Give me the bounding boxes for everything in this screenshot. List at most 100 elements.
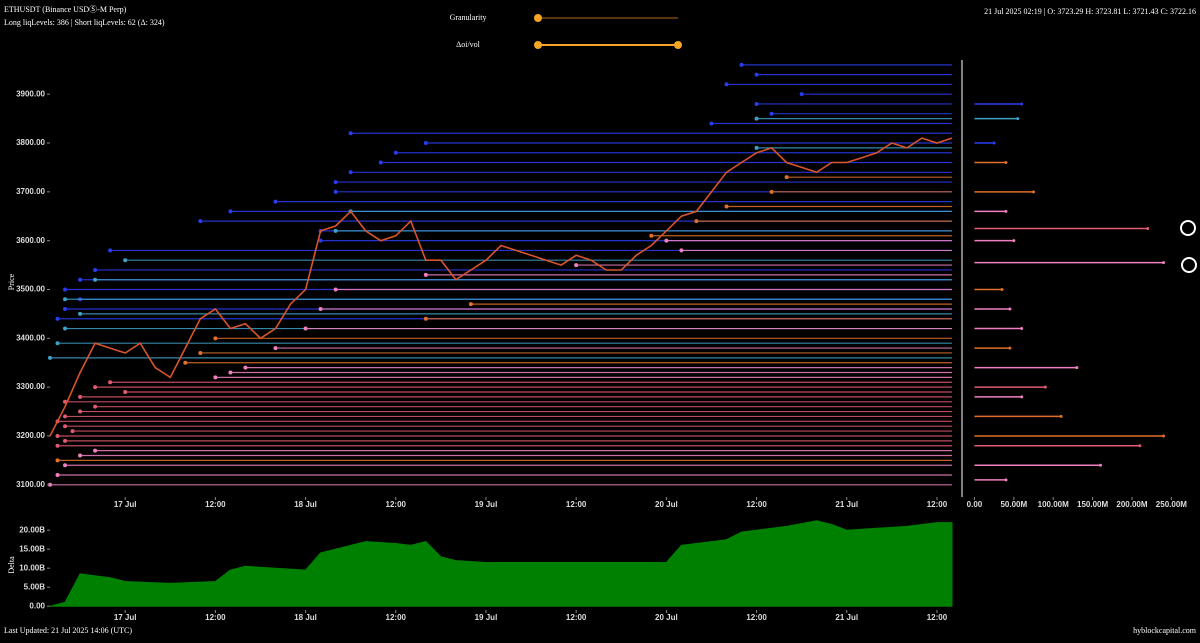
y-tick-label: 0.00: [29, 601, 45, 610]
liq-level-dot: [574, 263, 579, 268]
liq-level-dot: [724, 204, 729, 209]
level-counts: Long liqLevels: 386 | Short liqLevels: 6…: [4, 18, 165, 27]
x-tick-label: 12:00: [566, 613, 587, 622]
liq-level-dot: [333, 180, 338, 185]
price-line: [49, 137, 953, 437]
liq-level-dot: [378, 160, 383, 165]
y-axis-title: Delta: [7, 556, 16, 574]
x-tick-label: 20 Jul: [655, 500, 678, 509]
liq-bar-end: [1098, 463, 1102, 467]
liq-level-dot: [93, 404, 98, 409]
x-tick-label: 12:00: [386, 613, 407, 622]
x-tick-label: 18 Jul: [294, 500, 317, 509]
liq-bar-end: [1012, 239, 1016, 243]
y-tick-label: 3600.00: [16, 236, 45, 245]
liq-level-dot: [55, 316, 60, 321]
oi-vol-handle-low[interactable]: [534, 41, 542, 49]
liq-bar-end: [1161, 261, 1165, 265]
liq-level-dot: [93, 267, 98, 272]
liq-level-dot: [55, 458, 60, 463]
liq-bar-end: [1016, 117, 1020, 121]
liq-level-dot: [123, 258, 128, 263]
highlight-ring[interactable]: [1181, 257, 1197, 273]
source: hyblockcapital.com: [1133, 626, 1197, 635]
liq-bar-end: [1075, 366, 1079, 370]
liq-bar-end: [992, 141, 996, 145]
x-tick-label: 17 Jul: [114, 500, 137, 509]
highlight-ring[interactable]: [1180, 220, 1196, 236]
liq-level-dot: [754, 72, 759, 77]
liq-level-dot: [348, 170, 353, 175]
liq-level-dot: [348, 131, 353, 136]
liq-level-dot: [664, 238, 669, 243]
x-tick-label: 250.00M: [1156, 500, 1187, 509]
liq-bar-end: [1146, 226, 1150, 230]
y-tick-label: 3400.00: [16, 333, 45, 342]
x-tick-label: 20 Jul: [655, 613, 678, 622]
liq-level-dot: [273, 199, 278, 204]
liq-level-dot: [423, 141, 428, 146]
liq-level-dot: [228, 370, 233, 375]
liq-level-dot: [78, 311, 83, 316]
x-tick-label: 21 Jul: [835, 500, 858, 509]
x-tick-label: 100.00M: [1038, 500, 1069, 509]
liq-bar-end: [1059, 414, 1063, 418]
liq-level-dot: [93, 277, 98, 282]
liq-level-dot: [228, 209, 233, 214]
x-tick-label: 12:00: [205, 500, 226, 509]
oi-vol-handle-high[interactable]: [674, 41, 682, 49]
x-tick-label: 12:00: [746, 613, 767, 622]
y-tick-label: 3900.00: [16, 89, 45, 98]
y-tick-label: 20.00B: [19, 525, 45, 534]
liq-level-dot: [303, 326, 308, 331]
x-tick-label: 19 Jul: [475, 500, 498, 509]
x-tick-label: 150.00M: [1077, 500, 1108, 509]
liq-level-dot: [694, 219, 699, 224]
y-axis-title: Price: [7, 273, 16, 290]
liq-level-dot: [123, 390, 128, 395]
x-tick-label: 12:00: [927, 613, 948, 622]
liq-level-dot: [93, 448, 98, 453]
x-tick-label: 0.00: [967, 500, 983, 509]
liq-bar-end: [1004, 478, 1008, 482]
liq-level-dot: [784, 175, 789, 180]
granularity-label: Granularity: [450, 13, 487, 22]
y-tick-label: 3800.00: [16, 138, 45, 147]
liq-level-dot: [423, 316, 428, 321]
liq-level-dot: [468, 302, 473, 307]
liq-level-dot: [754, 145, 759, 150]
liq-bar-end: [1004, 161, 1008, 165]
granularity-handle[interactable]: [534, 14, 542, 22]
liq-level-dot: [724, 82, 729, 87]
ohlc: 21 Jul 2025 02:19 | O: 3723.29 H: 3723.8…: [984, 7, 1196, 16]
liq-bar-end: [1138, 444, 1142, 448]
last-updated: Last Updated: 21 Jul 2025 14:06 (UTC): [4, 626, 132, 635]
symbol: ETHUSDT (Binance USDⓈ-M Perp): [4, 5, 127, 14]
liq-level-dot: [63, 463, 68, 468]
y-tick-label: 3700.00: [16, 187, 45, 196]
liq-level-dot: [754, 101, 759, 106]
liq-bar-end: [1043, 385, 1047, 389]
liq-level-dot: [48, 355, 52, 360]
x-tick-label: 18 Jul: [294, 613, 317, 622]
liq-level-dot: [70, 429, 75, 434]
liq-level-dot: [243, 365, 248, 370]
liq-level-dot: [63, 424, 68, 429]
liq-level-dot: [213, 336, 218, 341]
liq-level-dot: [78, 277, 83, 282]
liq-level-dot: [273, 346, 278, 351]
liq-level-dot: [318, 307, 323, 312]
liq-level-dot: [769, 189, 774, 194]
liq-level-dot: [63, 414, 68, 419]
liq-level-dot: [754, 116, 759, 121]
liq-level-dot: [333, 189, 338, 194]
x-tick-label: 12:00: [566, 500, 587, 509]
x-tick-label: 21 Jul: [835, 613, 858, 622]
x-tick-label: 12:00: [746, 500, 767, 509]
liq-level-dot: [108, 248, 113, 253]
y-tick-label: 15.00B: [19, 544, 45, 553]
liq-level-dot: [63, 287, 68, 292]
liq-level-dot: [333, 228, 338, 233]
y-tick-label: 3500.00: [16, 285, 45, 294]
oi-vol-label: Δoi/vol: [456, 40, 481, 49]
